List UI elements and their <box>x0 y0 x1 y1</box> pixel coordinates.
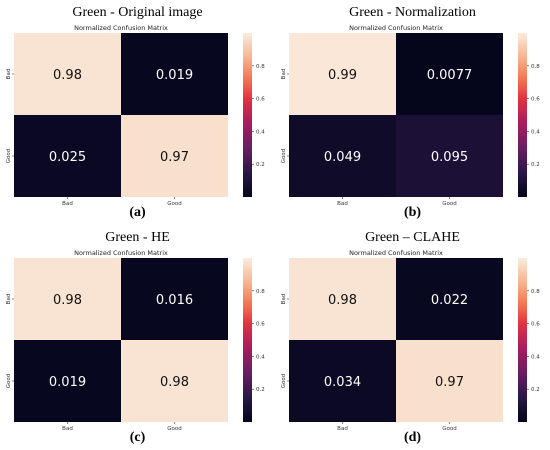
heatmap-cell <box>396 340 503 422</box>
panel-caption: (d) <box>403 430 422 445</box>
x-tick-label: Bad <box>62 201 73 207</box>
cell-value-label: 0.019 <box>156 68 193 83</box>
confusion-matrix-heatmap: Normalized Confusion Matrix 0.98 0.016 0.01… <box>6 249 265 432</box>
colorbar-tick-label: 0.8 <box>256 64 265 70</box>
colorbar-tick-label: 0.2 <box>256 387 265 393</box>
heatmap-cell <box>121 258 228 340</box>
cell-value-label: 0.98 <box>53 68 82 83</box>
heatmap-cell <box>14 115 121 197</box>
heatmap-cell <box>396 115 503 197</box>
panel-heading: Green - Normalization <box>349 5 476 20</box>
colorbar-tick-label: 0.4 <box>531 354 540 360</box>
panel-caption: (b) <box>403 205 422 220</box>
colorbar <box>518 33 527 197</box>
y-tick-label: Good <box>281 374 287 388</box>
heatmap-cell <box>396 258 503 340</box>
cell-value-label: 0.98 <box>160 375 189 390</box>
x-tick-label: Good <box>167 201 181 207</box>
y-tick-label: Good <box>6 374 12 388</box>
y-tick-label: Good <box>6 149 12 163</box>
colorbar-tick-label: 0.2 <box>256 162 265 168</box>
heatmap-cell <box>14 340 121 422</box>
x-tick-label: Bad <box>337 426 348 432</box>
colorbar <box>518 258 527 422</box>
y-tick-label: Bad <box>281 294 287 305</box>
cell-value-label: 0.049 <box>324 150 361 165</box>
cell-value-label: 0.97 <box>435 375 464 390</box>
colorbar-tick-label: 0.6 <box>256 97 265 103</box>
cell-value-label: 0.016 <box>156 293 193 308</box>
y-tick-label: Bad <box>281 69 287 80</box>
colorbar-tick-label: 0.4 <box>531 129 540 135</box>
heatmap-panel-d: Green – CLAHE Normalized Confusion Matri… <box>275 225 550 450</box>
colorbar-tick-label: 0.8 <box>531 289 540 295</box>
y-tick-label: Bad <box>6 69 12 80</box>
heatmap-cell <box>121 340 228 422</box>
y-tick-label: Bad <box>6 294 12 305</box>
heatmap-panel-a: Green - Original image Normalized Confus… <box>0 0 275 225</box>
confusion-matrix-heatmap: Normalized Confusion Matrix 0.98 0.019 0.02… <box>6 24 265 207</box>
cell-value-label: 0.025 <box>49 150 86 165</box>
heatmap-cell <box>396 33 503 115</box>
colorbar-tick-label: 0.6 <box>531 97 540 103</box>
colorbar-tick-label: 0.8 <box>256 289 265 295</box>
confusion-matrix-heatmap: Normalized Confusion Matrix 0.98 0.022 0.03… <box>281 249 540 432</box>
heatmap-panel-b: Green - Normalization Normalized Confusi… <box>275 0 550 225</box>
colorbar-tick-label: 0.4 <box>256 354 265 360</box>
panel-heading: Green - HE <box>105 230 170 245</box>
y-tick-label: Good <box>281 149 287 163</box>
cell-value-label: 0.98 <box>53 293 82 308</box>
panel-caption: (c) <box>129 430 146 445</box>
x-tick-label: Bad <box>337 201 348 207</box>
colorbar <box>243 33 252 197</box>
confusion-matrix-heatmap: Normalized Confusion Matrix 0.99 0.0077 0.0… <box>281 24 540 207</box>
colorbar-tick-label: 0.2 <box>531 387 540 393</box>
x-tick-label: Good <box>167 426 181 432</box>
cell-value-label: 0.095 <box>431 150 468 165</box>
panel-heading: Green – CLAHE <box>365 230 460 245</box>
chart-title: Normalized Confusion Matrix <box>349 249 443 257</box>
chart-title: Normalized Confusion Matrix <box>349 24 443 32</box>
heatmap-cell <box>121 33 228 115</box>
heatmap-cell <box>289 115 396 197</box>
cell-value-label: 0.019 <box>49 375 86 390</box>
cell-value-label: 0.99 <box>328 68 357 83</box>
panel-caption: (a) <box>129 205 146 220</box>
heatmap-cell <box>14 258 121 340</box>
colorbar-tick-label: 0.6 <box>531 322 540 328</box>
heatmap-cell <box>14 33 121 115</box>
x-tick-label: Bad <box>62 426 73 432</box>
cell-value-label: 0.022 <box>431 293 468 308</box>
cell-value-label: 0.034 <box>324 375 361 390</box>
heatmap-cell <box>289 33 396 115</box>
x-tick-label: Good <box>442 426 456 432</box>
colorbar-tick-label: 0.8 <box>531 64 540 70</box>
colorbar-tick-label: 0.2 <box>531 162 540 168</box>
cell-value-label: 0.98 <box>328 293 357 308</box>
heatmap-cell <box>289 258 396 340</box>
cell-value-label: 0.0077 <box>427 68 473 83</box>
heatmap-panel-c: Green - HE Normalized Confusion Matrix 0.… <box>0 225 275 450</box>
chart-title: Normalized Confusion Matrix <box>74 24 168 32</box>
colorbar <box>243 258 252 422</box>
x-tick-label: Good <box>442 201 456 207</box>
heatmap-cell <box>289 340 396 422</box>
colorbar-tick-label: 0.6 <box>256 322 265 328</box>
colorbar-tick-label: 0.4 <box>256 129 265 135</box>
chart-title: Normalized Confusion Matrix <box>74 249 168 257</box>
panel-heading: Green - Original image <box>72 5 203 20</box>
heatmap-cell <box>121 115 228 197</box>
cell-value-label: 0.97 <box>160 150 189 165</box>
